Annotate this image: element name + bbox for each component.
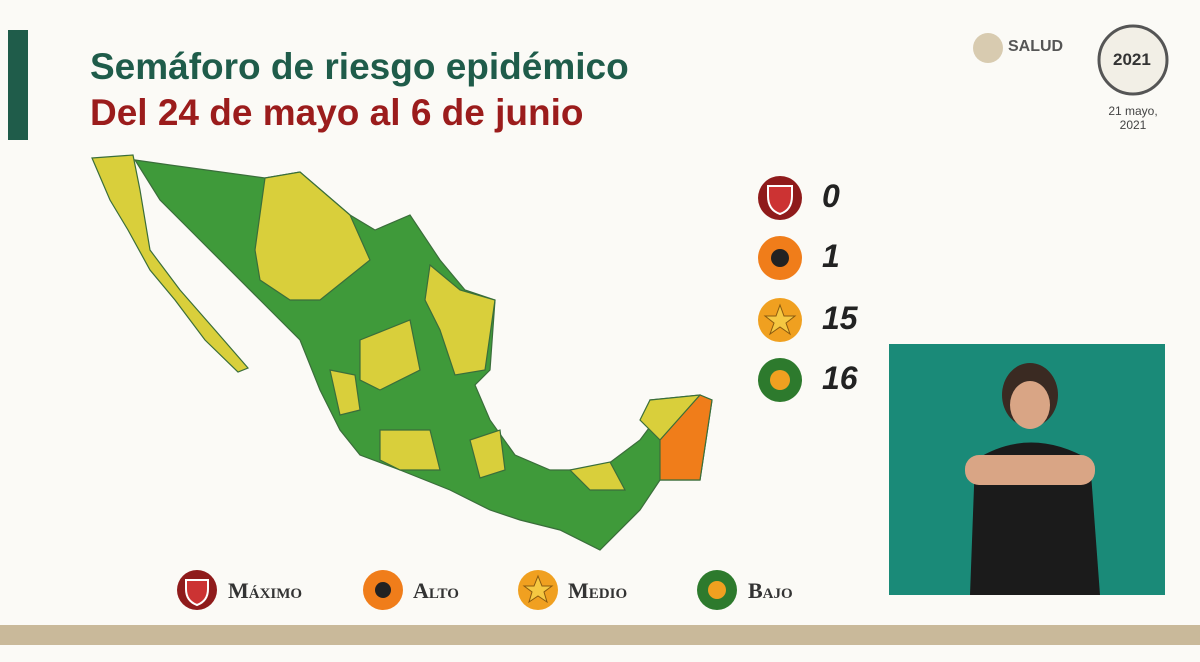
interpreter-video (889, 344, 1165, 595)
logo (973, 24, 1169, 96)
legend-icons (177, 570, 737, 610)
logo-name: SALUD (1008, 38, 1064, 55)
count: 16 (822, 360, 858, 396)
title: Semáforo de riesgo epidémico (90, 46, 629, 87)
map (91, 154, 713, 551)
legend-label: Medio (568, 578, 628, 603)
footer-band (0, 625, 1200, 645)
count: 15 (822, 300, 858, 336)
legend-label: Alto (413, 578, 459, 603)
accent-bar (8, 30, 28, 140)
count-icons (758, 176, 802, 402)
count: 1 (822, 238, 840, 274)
logo-year: 2021 (1113, 50, 1151, 69)
subtitle: Del 24 de mayo al 6 de junio (90, 92, 584, 133)
date: 21 mayo, 2021 (1108, 104, 1158, 132)
legend-label: Bajo (748, 578, 793, 603)
count: 0 (822, 178, 840, 214)
legend-label: Máximo (228, 578, 303, 603)
